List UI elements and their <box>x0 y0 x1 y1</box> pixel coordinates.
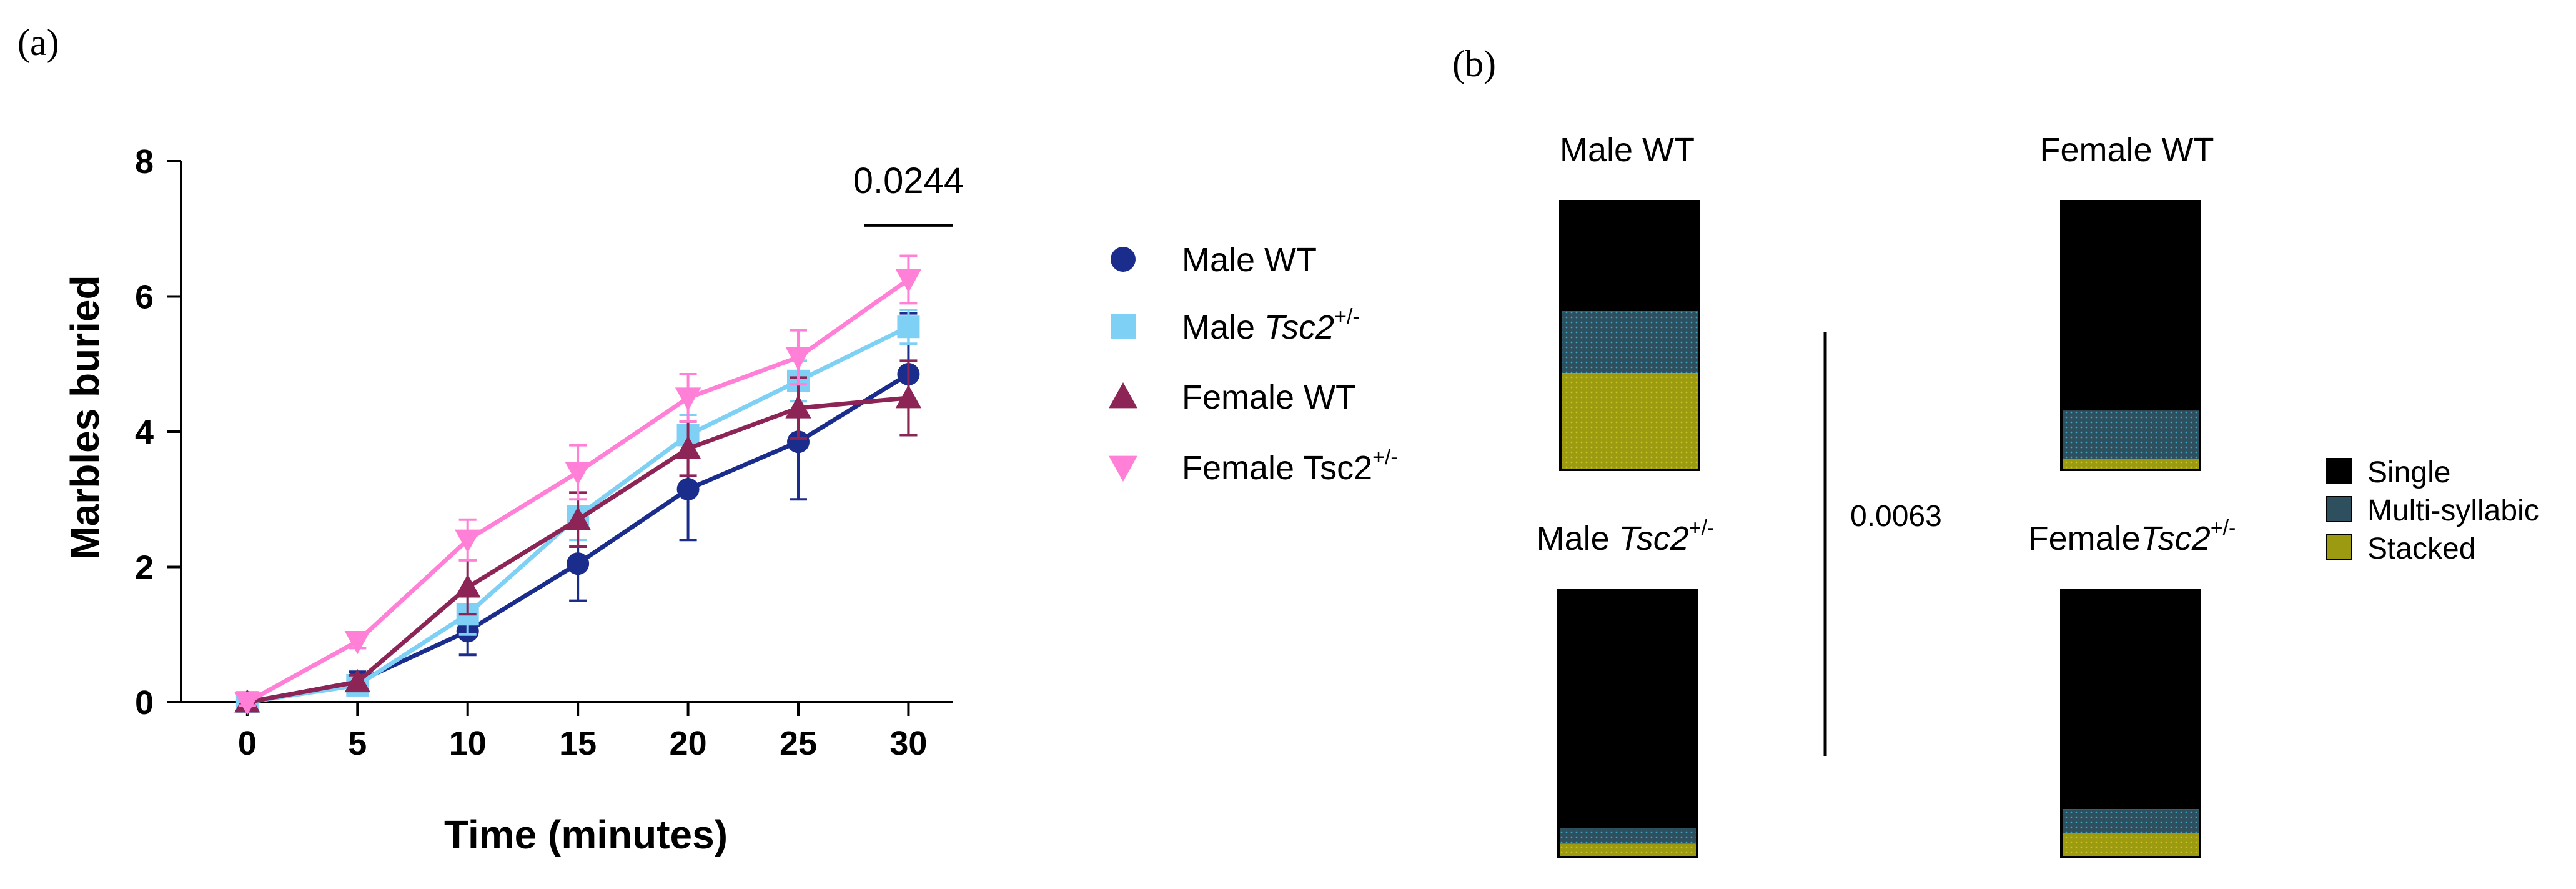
data-point <box>567 552 590 575</box>
stacked-bar: FemaleTsc2+/- <box>2028 516 2236 858</box>
bar-title: FemaleTsc2+/- <box>2028 516 2236 557</box>
data-point <box>675 387 701 411</box>
data-point <box>455 574 481 598</box>
segment-multi-syllabic <box>2061 410 2200 459</box>
data-point <box>344 668 370 693</box>
bar-outline <box>2060 589 2201 858</box>
legend-label: Single <box>2367 456 2450 489</box>
legend-marker <box>1111 314 1136 339</box>
data-point <box>895 385 922 409</box>
segment-single <box>2061 590 2200 810</box>
segment-multi-syllabic <box>2061 809 2200 833</box>
legend-marker <box>1109 382 1137 409</box>
bar-title: Male Tsc2+/- <box>1537 516 1715 557</box>
x-tick-label: 15 <box>559 725 597 762</box>
stacked-bar: Female WT <box>2039 131 2214 471</box>
x-axis-label: Time (minutes) <box>444 812 728 857</box>
legend-item: Multi-syllabic <box>2326 494 2539 527</box>
legend-item: Stacked <box>2326 532 2475 565</box>
p-value-label: 0.0244 <box>853 161 964 201</box>
y-axis-label: Marbles buried <box>62 275 107 559</box>
significance-annotation: 0.0244 <box>853 161 964 227</box>
segment-multi-syllabic <box>1558 828 1697 844</box>
stacked-bar-chart: Male WT Female WT Male Tsc2+/- FemaleTsc2+/… <box>1537 131 2236 858</box>
stacked-bar: Male WT <box>1559 131 1700 471</box>
panel-a-label: (a) <box>17 22 59 63</box>
bar-title: Female WT <box>2039 131 2214 169</box>
x-tick-label: 10 <box>449 725 487 762</box>
data-point <box>565 507 591 530</box>
panel-b-label: (b) <box>1452 43 1496 84</box>
data-point <box>676 478 700 501</box>
data-point <box>675 435 701 459</box>
data-point <box>897 315 920 339</box>
legend-swatch <box>2326 534 2352 560</box>
legend-item: Female Tsc2+/- <box>1109 445 1398 487</box>
segment-single <box>2061 201 2200 411</box>
segment-stacked <box>1558 843 1697 857</box>
chart-legend: Male WT Male Tsc2+/- Female WT Female Tsc2+… <box>1109 241 1398 487</box>
series-3 <box>234 359 922 713</box>
legend-label: Female Tsc2+/- <box>1182 445 1398 487</box>
legend-label: Multi-syllabic <box>2367 494 2539 527</box>
series-4 <box>234 254 922 715</box>
legend-label: Male WT <box>1182 241 1317 279</box>
legend-item: Male Tsc2+/- <box>1111 305 1360 346</box>
bar-outline <box>1559 200 1700 471</box>
x-tick-label: 5 <box>348 725 367 762</box>
legend-item: Single <box>2326 456 2450 489</box>
segment-single <box>1560 201 1699 312</box>
stacked-bar: Male Tsc2+/- <box>1537 516 1715 858</box>
segment-stacked <box>2061 833 2200 857</box>
data-point <box>787 430 810 454</box>
legend-label: Stacked <box>2367 532 2475 565</box>
bar-outline <box>1557 589 1698 858</box>
legend-item: Male WT <box>1111 241 1317 279</box>
y-tick-label: 0 <box>135 684 154 722</box>
legend-marker <box>1111 247 1136 272</box>
y-tick-label: 4 <box>135 414 154 451</box>
data-point <box>455 529 481 553</box>
data-point <box>565 462 591 485</box>
p-value-label: 0.0063 <box>1850 500 1942 533</box>
legend-label: Male Tsc2+/- <box>1182 305 1360 346</box>
segment-multi-syllabic <box>1560 311 1699 374</box>
segment-stacked <box>2061 459 2200 470</box>
legend-marker <box>1109 455 1137 482</box>
segment-stacked <box>1560 373 1699 470</box>
bar-outline <box>2060 200 2201 471</box>
chart-axes: 0 2 4 6 8 0 5 10 15 20 25 30 <box>135 143 953 762</box>
x-tick-label: 0 <box>238 725 257 762</box>
x-tick-label: 30 <box>889 725 927 762</box>
y-tick-label: 6 <box>135 279 154 316</box>
y-tick-label: 2 <box>135 549 154 587</box>
legend-swatch <box>2326 458 2352 484</box>
segment-single <box>1558 590 1697 828</box>
x-tick-label: 20 <box>670 725 707 762</box>
data-point <box>785 347 811 370</box>
legend-label: Female WT <box>1182 379 1356 416</box>
y-tick-label: 8 <box>135 143 154 181</box>
bar-title: Male WT <box>1560 131 1695 169</box>
chart-series-group <box>234 254 922 715</box>
data-point <box>344 631 370 655</box>
legend-item: Female WT <box>1109 379 1356 416</box>
data-point <box>895 269 922 293</box>
legend-swatch <box>2326 496 2352 522</box>
x-tick-label: 25 <box>780 725 817 762</box>
bar-chart-legend: Single Multi-syllabic Stacked <box>2326 456 2539 565</box>
data-point <box>785 395 811 419</box>
data-point <box>234 692 260 715</box>
